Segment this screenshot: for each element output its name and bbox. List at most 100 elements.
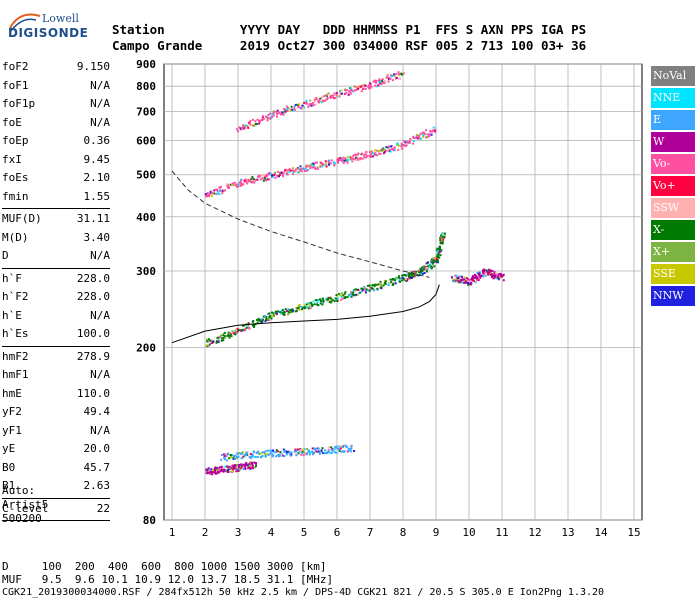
echo-point (413, 136, 416, 139)
echo-point (230, 470, 233, 473)
echo-point (322, 163, 325, 166)
echo-point (361, 84, 364, 87)
param-name: hmF1 (2, 368, 29, 381)
echo-point (224, 331, 227, 334)
echo-point (474, 276, 477, 279)
echo-point (332, 94, 335, 97)
echo-point (380, 80, 383, 83)
echo-point (252, 118, 255, 121)
echo-point (263, 177, 266, 180)
echo-point (418, 271, 421, 274)
echo-point (302, 167, 305, 170)
echo-point (283, 313, 286, 316)
param-name: MUF(D) (2, 212, 42, 225)
echo-point (243, 329, 246, 332)
echo-point (393, 146, 396, 149)
echo-point (330, 162, 333, 165)
echo-point (269, 315, 272, 318)
echo-point (436, 247, 439, 250)
echo-point (364, 289, 367, 292)
echo-point (231, 184, 234, 187)
echo-point (220, 468, 223, 471)
echo-point (272, 312, 275, 315)
echo-point (367, 85, 370, 88)
echo-point (395, 76, 398, 79)
echo-point (232, 467, 235, 470)
y-tick-label: 900 (136, 58, 156, 71)
echo-point (478, 276, 481, 279)
echo-point (221, 467, 224, 470)
echo-point (216, 468, 219, 471)
echo-point (267, 317, 270, 320)
echo-point (483, 271, 486, 274)
echo-point (374, 84, 377, 87)
echo-point (269, 173, 272, 176)
echo-point (478, 274, 481, 277)
echo-point (236, 327, 239, 330)
echo-point (338, 445, 341, 448)
echo-point (438, 251, 441, 254)
echo-point (437, 249, 440, 252)
echo-point (278, 453, 281, 456)
echo-point (340, 292, 343, 295)
echo-point (409, 139, 412, 142)
echo-point (241, 451, 244, 454)
echo-point (317, 167, 320, 170)
echo-point (305, 305, 308, 308)
echo-point (379, 149, 382, 152)
echo-point (228, 457, 231, 460)
params-group-confidence: C-level 22 (2, 500, 110, 519)
echo-point (305, 102, 308, 105)
echo-point (350, 444, 353, 447)
legend-item: Vo- (651, 154, 695, 174)
echo-point (308, 451, 311, 454)
echo-point (257, 450, 260, 453)
param-name: fxI (2, 152, 22, 166)
echo-point (398, 275, 401, 278)
echo-point (258, 120, 261, 123)
echo-point (466, 277, 469, 280)
param-name: h`E (2, 308, 22, 322)
echo-point (240, 183, 243, 186)
echo-point (246, 326, 249, 329)
echo-point (333, 300, 336, 303)
echo-point (259, 455, 262, 458)
echo-point (344, 296, 347, 299)
echo-point (306, 453, 309, 456)
echo-point (253, 181, 256, 184)
echo-point (294, 170, 297, 173)
echo-point (369, 288, 372, 291)
param-row: B1 2.63 (2, 477, 110, 496)
electron-density-profile (171, 284, 440, 344)
echo-point (235, 456, 238, 459)
echo-point (344, 157, 347, 160)
echo-point (257, 317, 260, 320)
echo-point (206, 193, 209, 196)
echo-point (303, 448, 306, 451)
echo-point (320, 450, 323, 453)
echo-point (494, 275, 497, 278)
echo-point (344, 88, 347, 91)
echo-point (234, 329, 237, 332)
echo-point (368, 284, 371, 287)
echo-point (215, 341, 218, 344)
echo-point (438, 247, 441, 250)
echo-point (282, 448, 285, 451)
param-row: fxI 9.45 (2, 151, 110, 170)
echo-point (328, 159, 331, 162)
echo-point (206, 471, 209, 474)
echo-point (282, 171, 285, 174)
param-name: h`F (2, 271, 22, 285)
echo-point (455, 274, 458, 277)
echo-point (239, 179, 242, 182)
echo-point (407, 272, 410, 275)
echo-point (215, 188, 218, 191)
echo-point (390, 75, 393, 78)
echo-point (276, 450, 279, 453)
echo-point (406, 273, 409, 276)
param-value: N/A (90, 308, 110, 322)
echo-point (499, 273, 502, 276)
legend-item: NNE (651, 88, 695, 108)
echo-point (428, 135, 431, 138)
echo-point (452, 280, 455, 283)
